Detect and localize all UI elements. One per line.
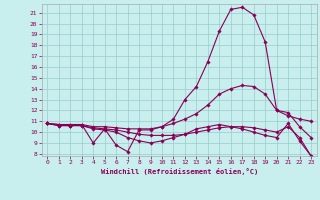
X-axis label: Windchill (Refroidissement éolien,°C): Windchill (Refroidissement éolien,°C) <box>100 168 258 175</box>
